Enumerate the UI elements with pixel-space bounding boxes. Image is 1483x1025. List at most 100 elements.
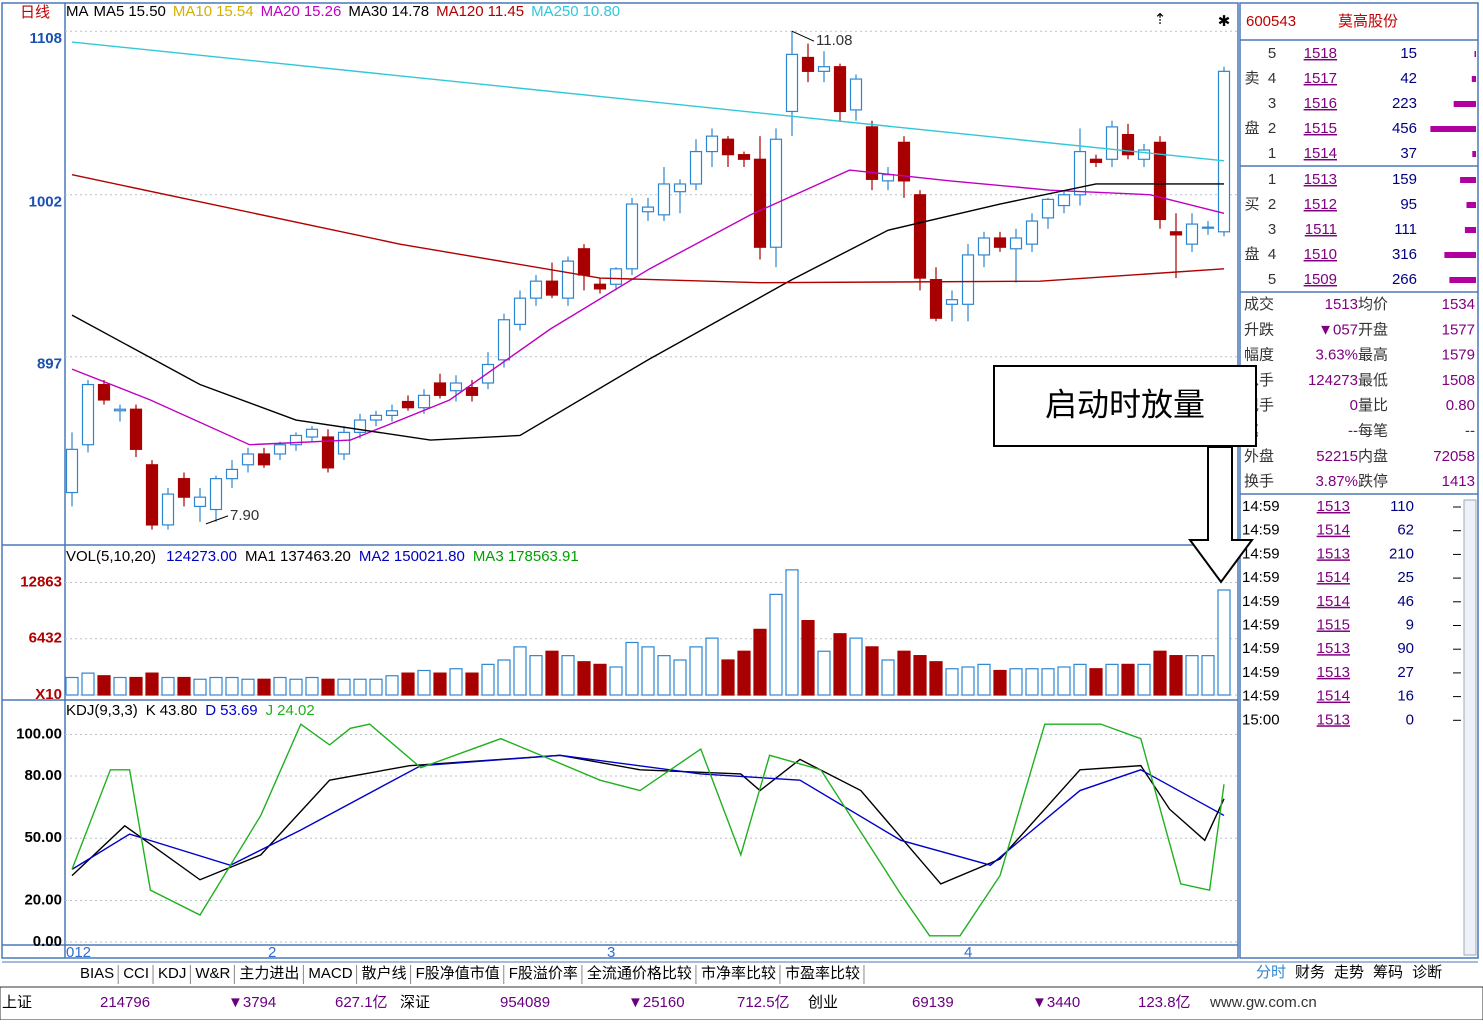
volume-bar bbox=[513, 646, 527, 696]
indicator-tab[interactable]: 散户线 bbox=[362, 965, 407, 982]
tab[interactable]: 筹码 bbox=[1373, 964, 1403, 981]
stock-code: 600543 bbox=[1246, 13, 1296, 30]
tab[interactable]: 分时 bbox=[1256, 964, 1286, 981]
legend-name: MA5 bbox=[94, 3, 125, 20]
legend-name: J bbox=[266, 702, 274, 719]
volume-bar bbox=[721, 659, 735, 696]
trade-time: 14:59 bbox=[1242, 688, 1280, 705]
stat-label: 内盘 bbox=[1358, 447, 1388, 465]
kdj-line bbox=[71, 754, 1225, 885]
book-volume-bar bbox=[1430, 126, 1476, 132]
candle-body bbox=[513, 297, 527, 325]
candle-body bbox=[577, 248, 591, 276]
legend-name: MA20 bbox=[261, 3, 300, 20]
volume-bar bbox=[145, 672, 159, 696]
stat-value: 1579 bbox=[1442, 347, 1475, 364]
book-volume: 266 bbox=[1392, 271, 1417, 288]
book-level: 1 bbox=[1268, 145, 1276, 162]
indicator-tab[interactable]: 市净率比较 bbox=[701, 964, 776, 982]
candle-body bbox=[929, 279, 943, 319]
legend-value: 15.50 bbox=[128, 3, 166, 20]
volume-bar bbox=[1185, 655, 1199, 696]
legend-value: 43.80 bbox=[160, 702, 198, 719]
legend-label: MA bbox=[66, 3, 89, 20]
candle-body bbox=[737, 154, 751, 160]
volume-bar bbox=[545, 650, 559, 696]
icon[interactable]: ⇡ bbox=[1154, 11, 1167, 28]
trade-time: 14:59 bbox=[1242, 498, 1280, 515]
volume-bar bbox=[529, 655, 543, 696]
y-tick-label: 100.00 bbox=[16, 725, 62, 742]
status-item: 954089 bbox=[500, 994, 550, 1011]
indicator-tab[interactable]: KDJ bbox=[158, 965, 186, 982]
kdj-line bbox=[71, 723, 1225, 937]
status-item: 深证 bbox=[400, 994, 430, 1011]
trade-time: 14:59 bbox=[1242, 569, 1280, 586]
legend-item: 124273.00 bbox=[166, 548, 237, 565]
candle-body bbox=[785, 53, 799, 113]
annotation: 11.08 bbox=[816, 32, 852, 49]
legend-label: KDJ(9,3,3) bbox=[66, 702, 138, 719]
volume-bar bbox=[1073, 663, 1087, 696]
candle-body bbox=[817, 66, 831, 72]
indicator-tab[interactable]: 主力进出 bbox=[239, 965, 299, 982]
indicator-tab[interactable]: MACD bbox=[308, 965, 352, 982]
stat-label: 量比 bbox=[1358, 397, 1388, 414]
book-level: 4 bbox=[1268, 246, 1276, 263]
trade-price: 1513 bbox=[1317, 640, 1350, 657]
trade-price: 1513 bbox=[1317, 664, 1350, 681]
volume-bar bbox=[993, 669, 1007, 696]
legend-name: MA30 bbox=[348, 3, 387, 20]
trade-price: 1515 bbox=[1317, 616, 1350, 633]
candle-body bbox=[561, 260, 575, 299]
stat-value: 52215 bbox=[1316, 448, 1358, 465]
candle-body bbox=[289, 434, 303, 446]
indicator-tab[interactable]: 全流通价格比较 bbox=[587, 964, 692, 982]
overlay: 启动时放量 bbox=[993, 365, 1257, 584]
volume-bar bbox=[817, 650, 831, 696]
volume-bar bbox=[241, 678, 255, 696]
scrollbar[interactable] bbox=[1463, 499, 1477, 956]
book-price: 1517 bbox=[1304, 70, 1337, 87]
indicator-tab[interactable]: CCI bbox=[123, 965, 149, 982]
indicator-tab[interactable]: F股净值市值 bbox=[416, 965, 500, 982]
legend-value: 15.54 bbox=[216, 3, 254, 20]
indicator-tab[interactable]: F股溢价率 bbox=[509, 965, 578, 982]
buy-label: 盘 bbox=[1244, 245, 1259, 263]
x-tick-label: 3 bbox=[607, 944, 615, 961]
book-price: 1516 bbox=[1304, 95, 1337, 112]
candle-body bbox=[657, 183, 671, 216]
tab[interactable]: 诊断 bbox=[1412, 964, 1442, 981]
volume-bar bbox=[417, 669, 431, 696]
y-tick-label: 12863 bbox=[20, 573, 62, 590]
callout-arrow bbox=[1188, 446, 1254, 584]
volume-bar bbox=[865, 646, 879, 696]
volume-bar bbox=[801, 620, 815, 696]
tab[interactable]: 财务 bbox=[1295, 964, 1325, 981]
book-volume: 95 bbox=[1400, 196, 1417, 213]
candle-body bbox=[641, 206, 655, 213]
candle-body bbox=[65, 448, 79, 494]
volume-bar bbox=[945, 668, 959, 696]
x-tick-label: 4 bbox=[964, 944, 972, 961]
candle-body bbox=[209, 478, 223, 511]
candle-body bbox=[913, 194, 927, 279]
candle-body bbox=[833, 66, 847, 113]
icon[interactable]: ✱ bbox=[1218, 13, 1231, 30]
volume-bar bbox=[161, 676, 175, 696]
indicator-tab[interactable]: W&R bbox=[195, 965, 230, 982]
volume-bar bbox=[657, 655, 671, 696]
volume-bar bbox=[881, 659, 895, 696]
candle-body bbox=[1137, 149, 1151, 160]
volume-bar bbox=[385, 675, 399, 696]
volume-bar bbox=[1137, 663, 1151, 696]
tab[interactable]: 走势 bbox=[1334, 964, 1364, 981]
book-volume-bar bbox=[1471, 76, 1476, 82]
volume-bar bbox=[1057, 666, 1071, 696]
stat-label: 最低 bbox=[1358, 372, 1388, 389]
trade-volume: 9 bbox=[1406, 616, 1414, 633]
candle-body bbox=[1089, 158, 1103, 163]
volume-bar bbox=[769, 593, 783, 696]
indicator-tab[interactable]: BIAS bbox=[80, 965, 114, 982]
indicator-tab[interactable]: 市盈率比较 bbox=[785, 964, 860, 982]
